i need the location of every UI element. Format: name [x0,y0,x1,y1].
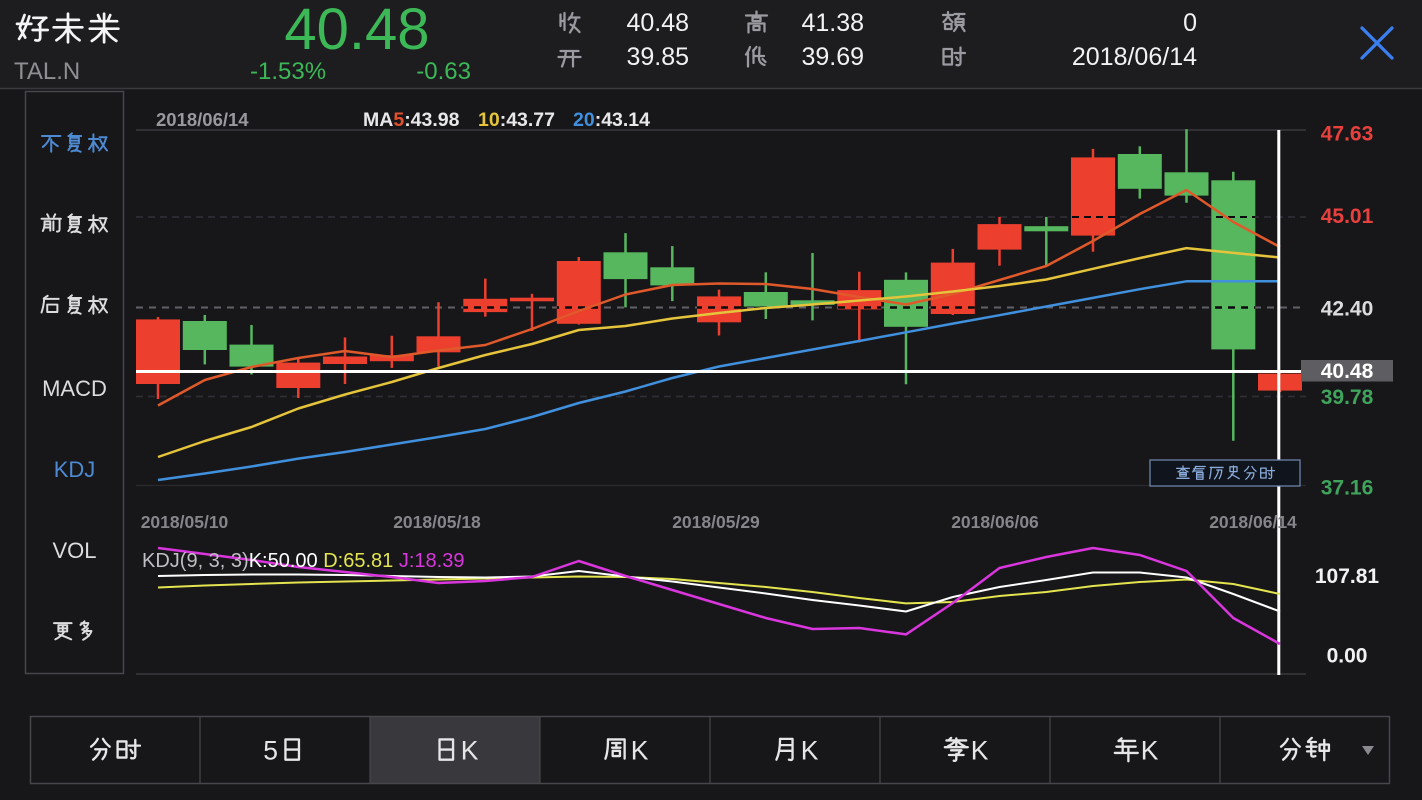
svg-text:2018/06/06: 2018/06/06 [951,512,1039,532]
svg-text:2018/05/29: 2018/05/29 [672,512,760,532]
svg-text:107.81: 107.81 [1315,565,1380,588]
svg-text:5: 5 [263,736,278,766]
svg-text:39.85: 39.85 [626,43,689,71]
svg-text:VOL: VOL [52,538,96,563]
svg-text:0.00: 0.00 [1327,645,1368,668]
svg-text:2018/06/14: 2018/06/14 [1209,512,1297,532]
svg-text:K: K [461,736,479,766]
svg-text:39.69: 39.69 [801,43,864,71]
svg-text:2018/05/18: 2018/05/18 [393,512,481,532]
svg-text:K: K [971,736,989,766]
svg-text:2018/05/10: 2018/05/10 [141,512,229,532]
svg-text:K: K [801,736,819,766]
svg-text:K: K [1141,736,1159,766]
svg-text:2018/06/14: 2018/06/14 [156,109,249,130]
svg-text:40.48: 40.48 [626,9,689,37]
svg-text:TAL.N: TAL.N [14,58,80,85]
svg-text:KDJ(9, 3, 3)K:50.00 D:65.81 J:: KDJ(9, 3, 3)K:50.00 D:65.81 J:18.39 [142,550,464,572]
svg-text:45.01: 45.01 [1321,205,1374,228]
svg-text:10:43.77: 10:43.77 [478,109,555,131]
svg-text:-0.63: -0.63 [416,58,471,85]
svg-text:KDJ: KDJ [54,457,96,482]
svg-text:39.78: 39.78 [1321,386,1374,409]
svg-text:47.63: 47.63 [1321,123,1374,146]
svg-text:-1.53%: -1.53% [250,58,326,85]
svg-text:K: K [631,736,649,766]
svg-text:MA5:43.98: MA5:43.98 [363,109,460,131]
svg-text:40.48: 40.48 [1321,360,1374,383]
svg-text:42.40: 42.40 [1321,298,1374,321]
svg-text:2018/06/14: 2018/06/14 [1072,43,1197,71]
svg-text:MACD: MACD [42,376,107,401]
svg-text:0: 0 [1183,9,1197,37]
svg-text:40.48: 40.48 [284,0,429,62]
svg-text:37.16: 37.16 [1321,477,1374,500]
svg-text:20:43.14: 20:43.14 [573,109,650,131]
svg-text:41.38: 41.38 [801,9,864,37]
